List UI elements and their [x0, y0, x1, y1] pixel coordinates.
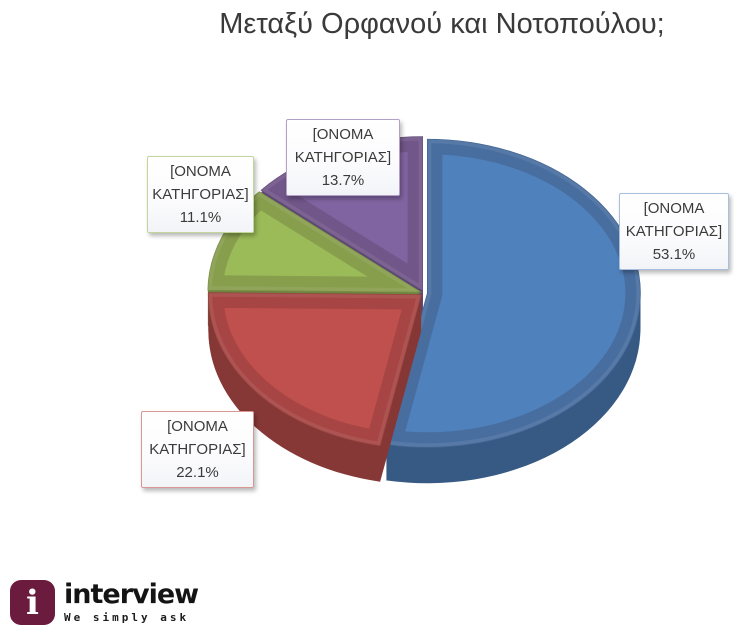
data-label-purple: [ΟΝΟΜΑ ΚΑΤΗΓΟΡΙΑΣ] 13.7%	[286, 119, 400, 196]
pie-slice-0	[385, 138, 641, 484]
chart-title: Μεταξύ Ορφανού και Νοτοπούλου;	[219, 8, 665, 40]
percent-value: 13.7%	[321, 172, 365, 189]
category-name-line2: ΚΑΤΗΓΟΡΙΑΣ]	[625, 223, 723, 240]
category-name-line1: [ΟΝΟΜΑ	[167, 418, 228, 435]
percent-value: 11.1%	[179, 209, 222, 226]
interview-logo: i interview We simply ask	[10, 579, 199, 625]
category-name-line1: [ΟΝΟΜΑ	[643, 200, 705, 217]
category-name-line1: [ΟΝΟΜΑ	[312, 126, 374, 143]
percent-value: 53.1%	[652, 246, 696, 263]
logo-i-icon: i	[10, 580, 55, 625]
logo-tagline: We simply ask	[64, 611, 190, 624]
data-label-red: [ΟΝΟΜΑ ΚΑΤΗΓΟΡΙΑΣ] 22.1%	[141, 411, 254, 488]
percent-value: 22.1%	[176, 464, 219, 481]
category-name-line2: ΚΑΤΗΓΟΡΙΑΣ]	[149, 441, 246, 458]
pie-slice-1	[207, 292, 422, 482]
category-name-line2: ΚΑΤΗΓΟΡΙΑΣ]	[294, 149, 392, 166]
data-label-green: [ΟΝΟΜΑ ΚΑΤΗΓΟΡΙΑΣ] 11.1%	[147, 156, 254, 233]
logo-brand-text: interview	[64, 579, 199, 610]
category-name-line1: [ΟΝΟΜΑ	[170, 163, 231, 180]
data-label-blue: [ΟΝΟΜΑ ΚΑΤΗΓΟΡΙΑΣ] 53.1%	[619, 193, 729, 270]
category-name-line2: ΚΑΤΗΓΟΡΙΑΣ]	[152, 186, 249, 203]
